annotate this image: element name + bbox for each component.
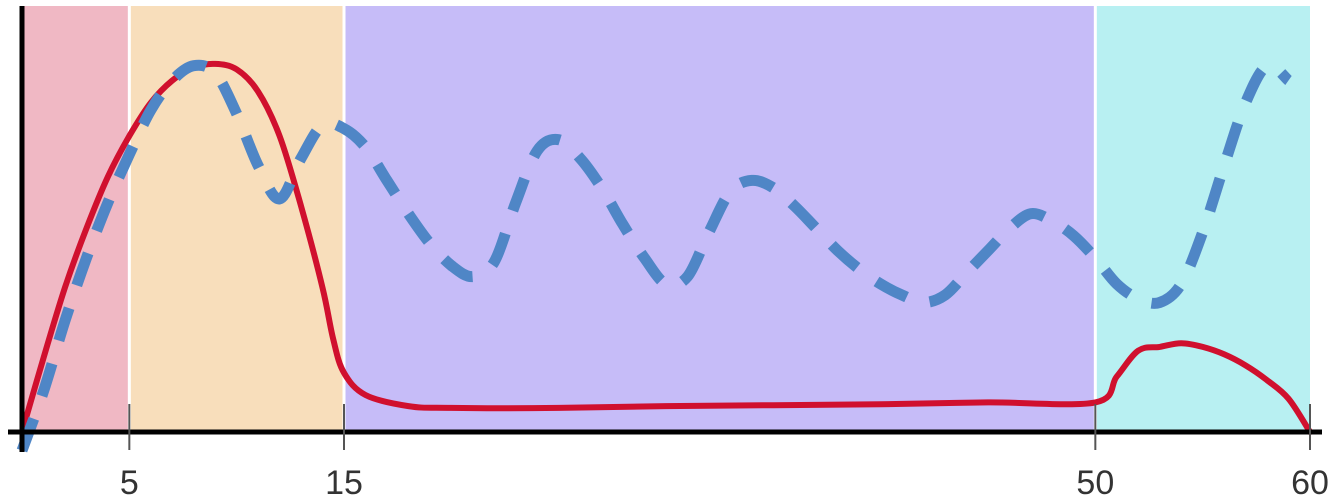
band-4 (1095, 6, 1310, 432)
series-line-dashed (16, 59, 1293, 453)
x-tick-label: 15 (325, 464, 363, 502)
x-tick-label: 60 (1291, 464, 1329, 502)
x-tick-label: 5 (120, 464, 139, 502)
background-bands (22, 6, 1310, 432)
band-dividers (127, 6, 1097, 432)
x-tick-label: 50 (1076, 464, 1114, 502)
x-ticks: 5 15 50 60 (120, 404, 1329, 502)
series-lines (16, 59, 1313, 453)
band-2 (129, 6, 344, 432)
